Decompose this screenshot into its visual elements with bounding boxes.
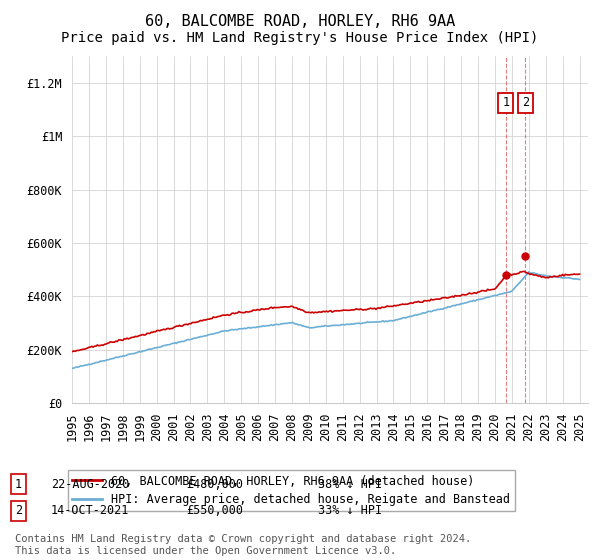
Text: 38% ↓ HPI: 38% ↓ HPI (318, 478, 382, 491)
Text: 1: 1 (15, 478, 22, 491)
Text: Contains HM Land Registry data © Crown copyright and database right 2024.
This d: Contains HM Land Registry data © Crown c… (15, 534, 471, 556)
Text: 2: 2 (521, 96, 529, 109)
Text: 1: 1 (502, 96, 509, 109)
Text: 2: 2 (15, 504, 22, 517)
Text: 22-AUG-2020: 22-AUG-2020 (51, 478, 130, 491)
Legend: 60, BALCOMBE ROAD, HORLEY, RH6 9AA (detached house), HPI: Average price, detache: 60, BALCOMBE ROAD, HORLEY, RH6 9AA (deta… (68, 470, 515, 511)
Text: 14-OCT-2021: 14-OCT-2021 (51, 504, 130, 517)
Text: 33% ↓ HPI: 33% ↓ HPI (318, 504, 382, 517)
Text: £550,000: £550,000 (186, 504, 243, 517)
Text: 60, BALCOMBE ROAD, HORLEY, RH6 9AA: 60, BALCOMBE ROAD, HORLEY, RH6 9AA (145, 14, 455, 29)
Text: £480,000: £480,000 (186, 478, 243, 491)
Text: Price paid vs. HM Land Registry's House Price Index (HPI): Price paid vs. HM Land Registry's House … (61, 31, 539, 45)
